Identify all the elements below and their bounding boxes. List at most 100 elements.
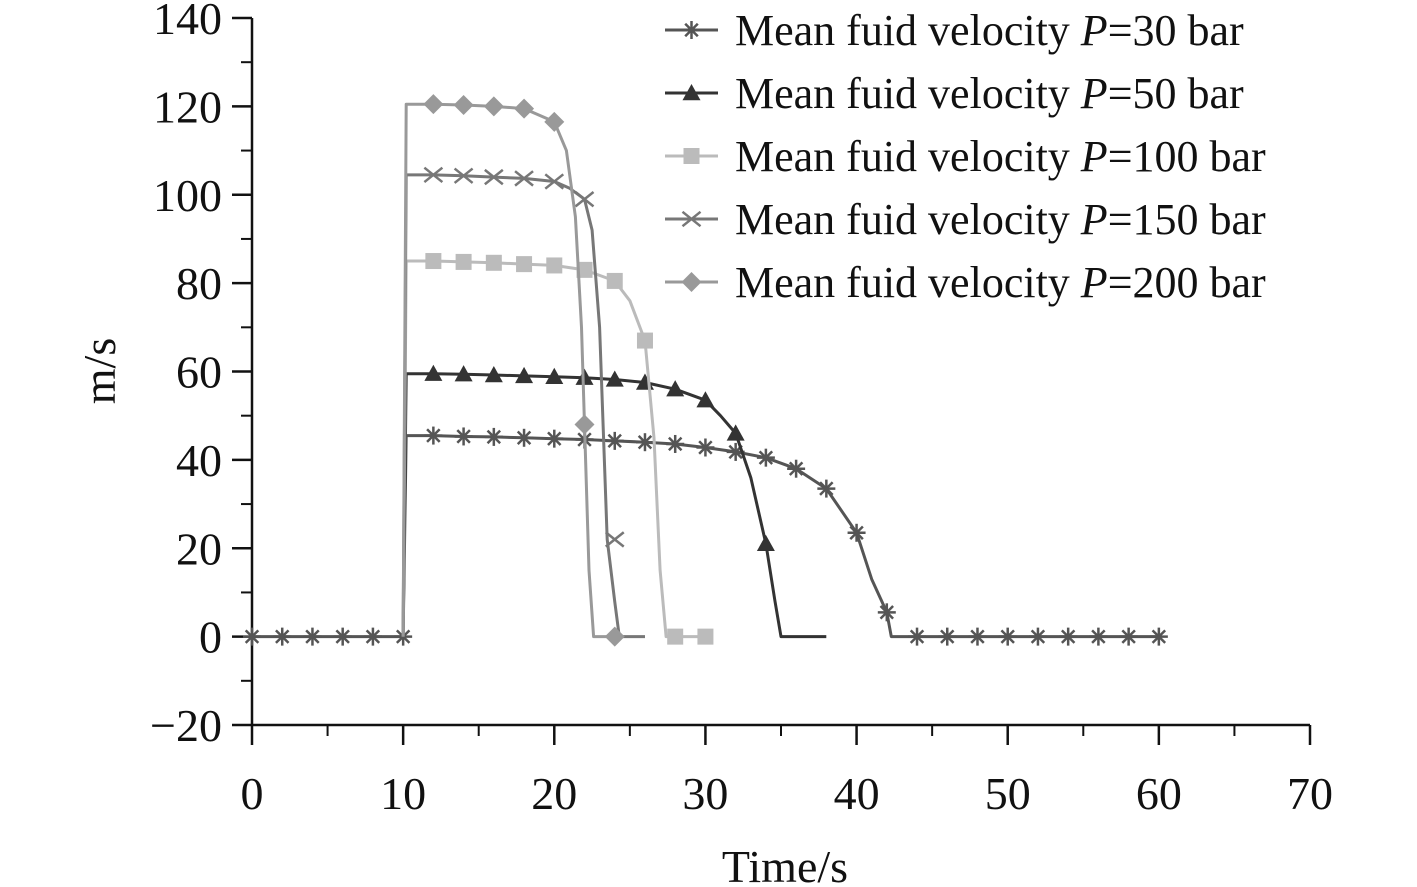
- data-point-stroke: [604, 531, 625, 548]
- data-point: [273, 627, 292, 646]
- data-point-stroke: [698, 440, 713, 455]
- data-point-stroke: [486, 429, 502, 445]
- legend-entry: Mean fuid velocity P=100 bar: [665, 132, 1266, 181]
- data-point-stroke: [788, 461, 804, 476]
- data-point-stroke: [544, 173, 565, 190]
- data-point-stroke: [637, 435, 653, 450]
- data-point: [635, 433, 654, 452]
- data-point: [604, 531, 625, 548]
- data-point: [666, 380, 685, 397]
- tick-labels-group: −20 0 20 40 60 80 100 120 140 0 10 20 30 40 50 60 70: [150, 0, 1333, 819]
- legend-marker-stroke: [684, 22, 699, 38]
- data-point: [938, 627, 957, 646]
- data-point: [483, 96, 504, 117]
- data-point-stroke: [1151, 629, 1167, 644]
- x-tick-label: 0: [241, 768, 264, 819]
- x-tick-label: 50: [985, 768, 1031, 819]
- data-point-stroke: [574, 190, 595, 208]
- data-point: [696, 438, 715, 457]
- legend-label: Mean fuid velocity P=30 bar: [735, 6, 1244, 55]
- data-point: [576, 261, 593, 278]
- data-point: [726, 424, 745, 441]
- data-point: [424, 364, 443, 381]
- data-point: [514, 98, 535, 119]
- data-point: [605, 431, 624, 450]
- data-point: [998, 627, 1017, 646]
- data-point: [817, 479, 836, 498]
- data-point-stroke: [940, 629, 955, 644]
- y-tick-label: 60: [176, 347, 222, 398]
- data-point: [574, 190, 595, 208]
- data-point-stroke: [423, 166, 444, 184]
- data-point: [1119, 627, 1138, 646]
- y-tick-label: 0: [199, 612, 222, 663]
- data-point: [454, 427, 473, 446]
- data-point: [423, 166, 444, 184]
- data-point: [546, 257, 563, 274]
- data-point-stroke: [395, 629, 411, 644]
- data-point-stroke: [305, 629, 320, 644]
- data-point: [847, 523, 866, 542]
- data-point: [453, 167, 474, 184]
- data-point: [666, 434, 685, 453]
- data-point-stroke: [275, 629, 290, 644]
- y-tick-label: 100: [153, 170, 222, 221]
- axes-group: [232, 16, 1312, 745]
- data-point: [696, 391, 715, 408]
- data-point: [515, 428, 534, 447]
- legend-label: Mean fuid velocity P=100 bar: [735, 132, 1266, 181]
- data-point: [363, 627, 382, 646]
- legend-marker: [681, 272, 702, 292]
- legend-entry: Mean fuid velocity P=200 bar: [665, 258, 1266, 307]
- data-point-stroke: [426, 428, 441, 443]
- data-point: [604, 626, 625, 647]
- data-point: [1149, 627, 1168, 646]
- legend-label: Mean fuid velocity P=50 bar: [735, 69, 1244, 118]
- data-point: [333, 627, 352, 646]
- data-point: [667, 628, 684, 645]
- y-tick-label: 40: [176, 435, 222, 486]
- legend-label: Mean fuid velocity P=150 bar: [735, 195, 1266, 244]
- x-tick-label: 40: [834, 768, 880, 819]
- y-tick-label: 120: [153, 81, 222, 132]
- data-point: [424, 426, 443, 445]
- data-point: [303, 627, 322, 646]
- legend-marker: [681, 210, 702, 228]
- data-point: [636, 332, 653, 349]
- data-point-stroke: [1030, 629, 1046, 644]
- data-point-stroke: [819, 481, 834, 496]
- data-point: [425, 253, 442, 270]
- data-point-stroke: [758, 450, 774, 465]
- data-point-stroke: [484, 168, 504, 186]
- data-point: [544, 173, 565, 190]
- y-axis-title: m/s: [74, 338, 125, 404]
- legend-entry: Mean fuid velocity P=30 bar: [665, 6, 1244, 55]
- series-1: [401, 364, 827, 639]
- data-point: [787, 459, 806, 478]
- data-point: [877, 603, 896, 622]
- data-point: [516, 256, 533, 273]
- data-point-stroke: [849, 525, 864, 540]
- data-point: [756, 448, 775, 467]
- legend-label: Mean fuid velocity P=200 bar: [735, 258, 1266, 307]
- data-point: [243, 627, 261, 646]
- data-point-stroke: [516, 430, 532, 445]
- data-point: [484, 366, 503, 383]
- series-3: [401, 166, 645, 639]
- data-point-stroke: [668, 436, 683, 452]
- x-tick-label: 60: [1136, 768, 1182, 819]
- data-point-stroke: [1000, 629, 1015, 644]
- data-point-stroke: [970, 629, 985, 644]
- y-tick-label: 20: [176, 523, 222, 574]
- data-point-stroke: [365, 629, 381, 644]
- data-point-stroke: [514, 170, 534, 187]
- data-point: [606, 272, 623, 289]
- data-point: [544, 111, 565, 132]
- y-tick-label: 80: [176, 258, 222, 309]
- data-point-stroke: [456, 429, 471, 444]
- data-point: [968, 627, 987, 646]
- data-point-stroke: [335, 629, 350, 644]
- legend-marker: [683, 148, 700, 164]
- data-point: [605, 370, 624, 387]
- x-tick-label: 20: [531, 768, 577, 819]
